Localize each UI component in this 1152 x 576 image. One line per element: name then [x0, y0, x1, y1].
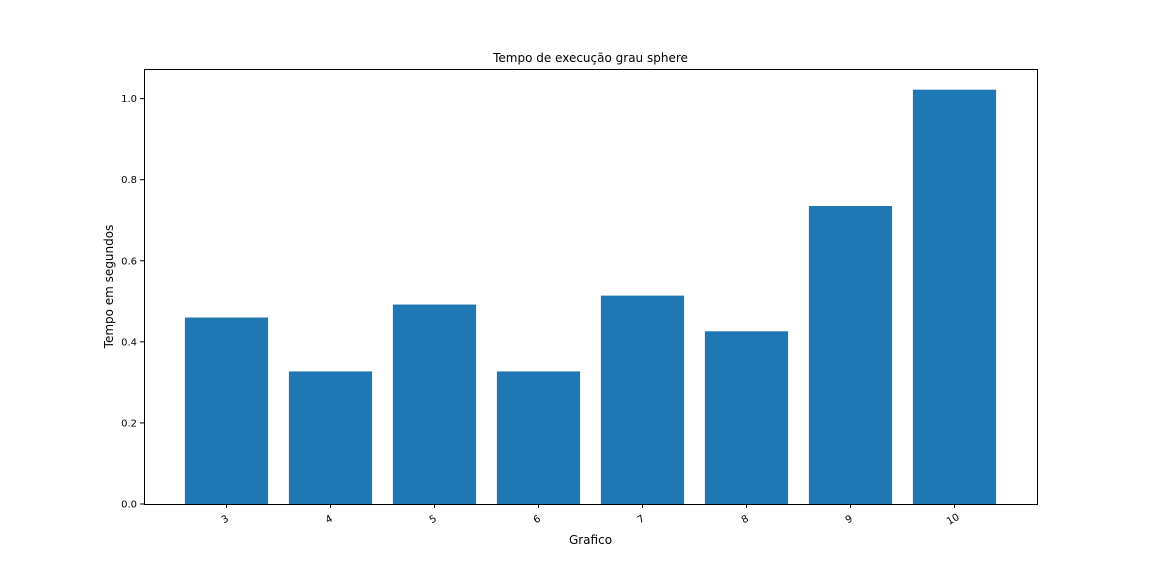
bar-9	[808, 206, 893, 504]
x-axis-title: Grafico	[569, 533, 612, 547]
y-tick-label: 0.4	[121, 337, 137, 348]
bar-10	[912, 89, 997, 505]
y-axis-ticks: 0.0 0.2 0.4 0.6 0.8 1.0	[121, 94, 144, 511]
bar-6	[496, 371, 581, 504]
bar-3	[184, 317, 269, 504]
y-tick-label: 1.0	[121, 94, 137, 105]
y-axis-title: Tempo em segundos	[102, 225, 116, 350]
x-tick-label: 6	[532, 513, 543, 526]
x-tick-label: 9	[844, 513, 855, 526]
x-tick-label: 8	[740, 513, 751, 526]
chart-title: Tempo de execução grau sphere	[492, 51, 688, 65]
x-tick-label: 10	[945, 512, 962, 528]
bar-8	[704, 331, 789, 504]
bar-7	[600, 295, 685, 504]
y-tick-label: 0.0	[121, 500, 137, 511]
x-axis-ticks: 3 4 5 6 7 8 9 10	[220, 504, 962, 528]
y-tick-label: 0.8	[121, 175, 137, 186]
bar-4	[288, 371, 373, 504]
bar-5	[392, 304, 477, 504]
x-tick-label: 4	[324, 513, 335, 526]
y-tick-label: 0.2	[121, 418, 137, 429]
x-tick-label: 3	[220, 513, 231, 526]
bars-group	[184, 89, 997, 505]
plot-frame	[144, 69, 1038, 505]
y-tick-label: 0.6	[121, 256, 137, 267]
x-tick-label: 7	[636, 513, 647, 526]
x-tick-label: 5	[428, 513, 439, 526]
